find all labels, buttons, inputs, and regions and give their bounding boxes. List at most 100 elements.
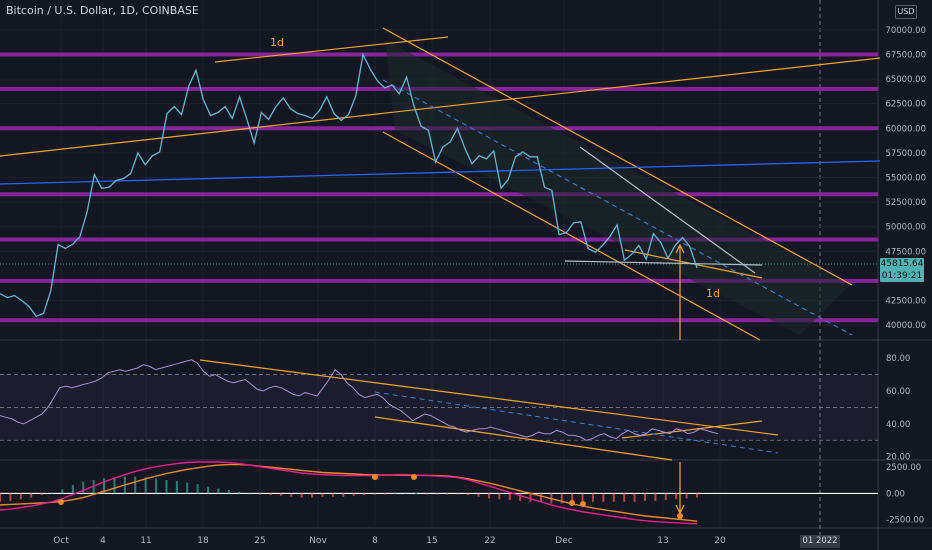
- macd-histogram-bar: [186, 482, 189, 494]
- macd-histogram-bar: [685, 493, 688, 499]
- channel-fill: [385, 40, 850, 335]
- macd-histogram-bar: [82, 481, 85, 494]
- macd-histogram-bar: [373, 493, 376, 495]
- macd-line: [0, 461, 698, 525]
- macd-histogram-bar: [643, 493, 646, 501]
- crossover-dot: [580, 501, 586, 507]
- macd-histogram-bar: [498, 493, 501, 500]
- rsi-lower-trendline: [374, 416, 673, 461]
- macd-histogram-bar: [696, 493, 698, 498]
- macd-histogram-bar: [539, 493, 542, 503]
- x-tick-label: 8: [372, 536, 378, 546]
- macd-histogram-bar: [227, 490, 230, 494]
- macd-histogram-bar: [259, 493, 262, 495]
- macd-histogram-bar: [342, 493, 345, 497]
- price-axis-label: 70000.00: [885, 26, 926, 36]
- x-tick-label: Dec: [555, 536, 572, 546]
- series-layer: [0, 52, 719, 525]
- support-resistance-level: [0, 52, 878, 57]
- price-line: [0, 52, 698, 318]
- last-price-tag: 45815.64 01:39:21: [880, 258, 924, 282]
- axes: Oct 4 11 18 25 Nov 8 15 22 Dec 13 20 70000.00 67500.0…: [53, 26, 926, 546]
- price-axis-label: 67500.00: [885, 50, 926, 60]
- macd-histogram-bar: [571, 493, 574, 503]
- rsi-upper-trendline: [199, 359, 779, 436]
- macd-histogram-bar: [144, 477, 147, 494]
- crossover-dot: [569, 500, 575, 506]
- macd-histogram-bar: [238, 491, 241, 494]
- x-tick-label: Oct: [53, 536, 69, 546]
- macd-histogram-bar: [383, 493, 386, 495]
- support-resistance-level: [0, 237, 878, 242]
- channel-lower-line: [382, 131, 761, 341]
- macd-histogram-bar: [435, 493, 438, 495]
- x-tick-label: 13: [657, 536, 668, 546]
- macd-histogram-bar: [467, 493, 470, 496]
- macd-histogram-bar: [404, 492, 407, 494]
- macd-histogram-bar: [103, 478, 106, 494]
- macd-histogram-bar: [352, 493, 355, 496]
- macd-histogram-bar: [155, 478, 158, 494]
- price-axis-label: 60000.00: [885, 124, 926, 134]
- x-tick-label: 25: [254, 536, 265, 546]
- macd-histogram-bar: [9, 493, 12, 501]
- macd-histogram-bar: [30, 493, 33, 498]
- macd-histogram-bar: [175, 480, 178, 494]
- bar-countdown: 01:39:21: [881, 271, 923, 281]
- x-tick-label: 22: [484, 536, 495, 546]
- price-axis-label: 40000.00: [885, 321, 926, 331]
- price-axis-label: 47500.00: [885, 247, 926, 257]
- macd-histogram-bar: [602, 493, 605, 502]
- symbol-title[interactable]: Bitcoin / U.S. Dollar, 1D, COINBASE: [6, 4, 199, 17]
- last-price-value: 45815.64: [880, 259, 924, 269]
- price-axis-label: 55000.00: [885, 174, 926, 184]
- macd-axis-label: -2500.00: [886, 516, 924, 526]
- macd-histogram-bar: [560, 493, 563, 504]
- top-trendline: [214, 36, 449, 63]
- macd-histogram-bar: [290, 493, 293, 497]
- macd-histogram-bar: [217, 488, 220, 494]
- rsi-rising-line: [621, 420, 763, 439]
- crossover-dot: [677, 513, 683, 519]
- x-tick-label: Nov: [309, 536, 327, 546]
- macd-histogram-bar: [675, 493, 678, 500]
- crossover-dot: [411, 474, 417, 480]
- macd-histogram-bar: [300, 493, 303, 498]
- price-axis-label: 65000.00: [885, 75, 926, 85]
- macd-histogram-bar: [311, 493, 314, 498]
- macd-histogram-bar: [61, 489, 64, 494]
- crossover-dot: [372, 474, 378, 480]
- macd-histogram-bar: [0, 493, 1, 502]
- macd-histogram-bar: [487, 493, 490, 499]
- macd-histogram-bar: [196, 484, 199, 494]
- annotation-1d-bottom: 1d: [706, 287, 720, 300]
- price-axis-label: 57500.00: [885, 149, 926, 159]
- blue-trendline: [0, 160, 881, 185]
- support-resistance-level: [0, 318, 878, 323]
- macd-histogram-bar: [394, 492, 397, 494]
- macd-histogram-bar: [207, 486, 210, 494]
- macd-histogram-bar: [113, 477, 116, 494]
- rsi-line: [0, 359, 719, 441]
- support-resistance-level: [0, 192, 878, 197]
- macd-histogram-bar: [134, 476, 137, 494]
- macd-histogram-bar: [591, 493, 594, 502]
- macd-histogram-bar: [508, 493, 511, 501]
- rsi-axis-label: 20.00: [886, 453, 910, 463]
- price-axis-label: 50000.00: [885, 223, 926, 233]
- wedge-upper-line: [579, 146, 756, 274]
- channel-midline: [382, 79, 853, 336]
- up-arrow-head: [675, 243, 685, 254]
- rsi-axis-label: 60.00: [886, 387, 910, 397]
- macd-histogram-bar: [446, 493, 449, 495]
- macd-histogram-bar: [633, 493, 636, 502]
- macd-histogram-bar: [623, 493, 626, 502]
- x-tick-label: 4: [100, 536, 106, 546]
- long-uptrend-line: [0, 57, 881, 157]
- currency-button[interactable]: USD: [895, 5, 917, 19]
- macd-histogram-bar: [415, 493, 418, 495]
- macd-histogram-bar: [654, 493, 657, 501]
- price-axis-label: 62500.00: [885, 100, 926, 110]
- macd-histogram-bar: [425, 493, 428, 495]
- price-axis-label: 52500.00: [885, 198, 926, 208]
